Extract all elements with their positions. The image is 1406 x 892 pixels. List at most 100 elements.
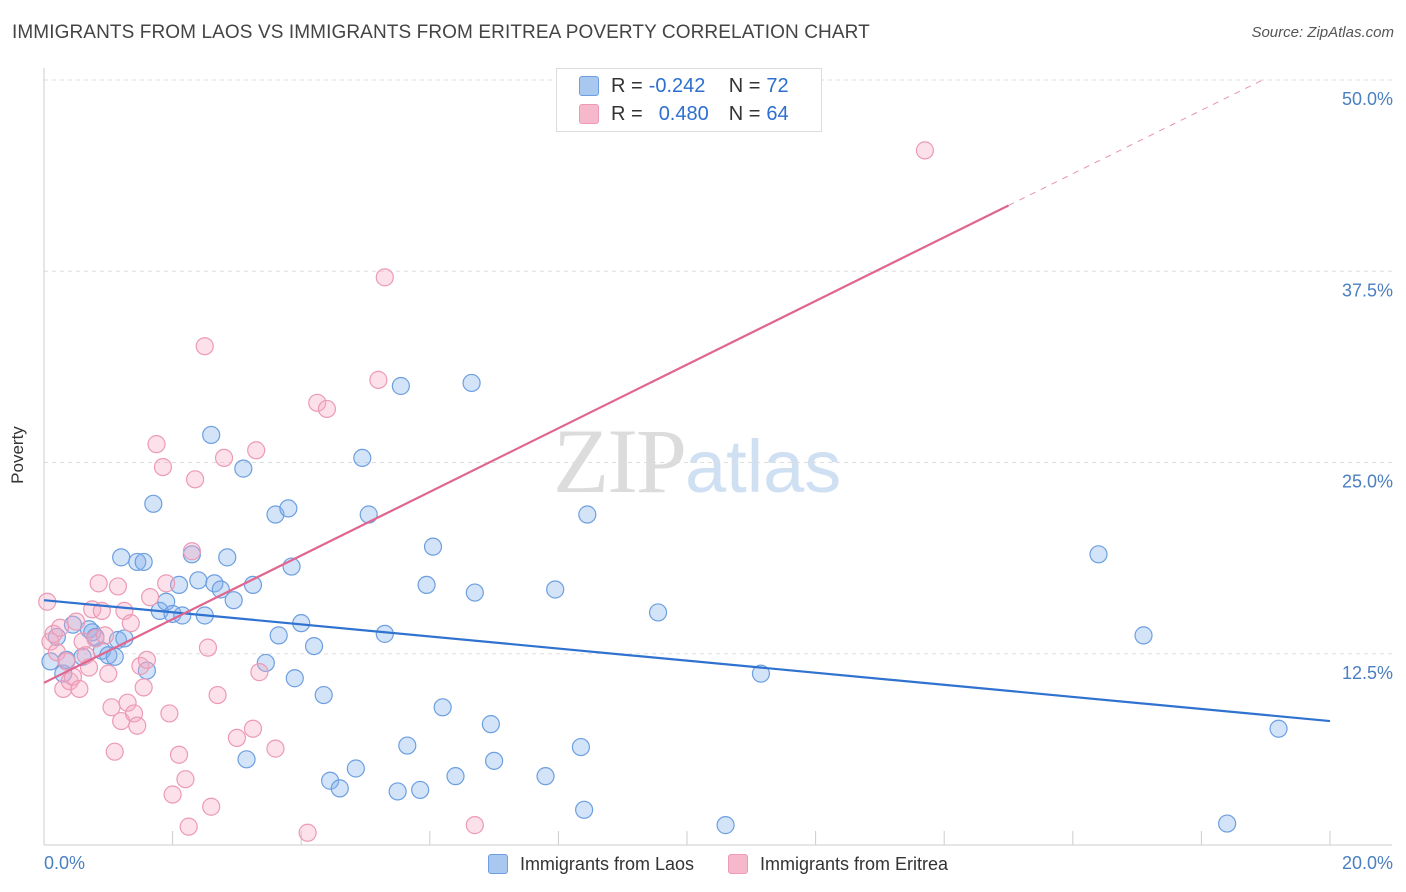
data-point-eritrea xyxy=(160,704,179,723)
data-point-laos xyxy=(321,771,340,790)
data-point-eritrea xyxy=(250,663,269,682)
data-point-laos xyxy=(536,767,555,786)
legend-label-laos: Immigrants from Laos xyxy=(519,853,694,874)
source-credit: Source: ZipAtlas.com xyxy=(1251,24,1394,41)
data-point-eritrea xyxy=(105,742,124,761)
data-point-laos xyxy=(465,583,484,602)
data-point-laos xyxy=(224,591,243,610)
data-point-laos xyxy=(417,575,436,595)
data-point-eritrea xyxy=(163,785,182,804)
data-point-eritrea xyxy=(198,638,218,657)
legend-row-eritrea: R = 0.480 N = 64 xyxy=(579,101,789,127)
x-tick-label: 20.0% xyxy=(1342,853,1393,873)
data-point-laos xyxy=(485,751,504,770)
data-point-eritrea xyxy=(915,141,935,160)
data-point-laos xyxy=(398,736,417,755)
data-point-eritrea xyxy=(266,739,285,758)
data-point-laos xyxy=(648,603,668,622)
legend-r-label: R = xyxy=(611,102,643,125)
x-tick-label: 0.0% xyxy=(44,853,85,873)
data-point-laos xyxy=(237,750,256,769)
data-point-eritrea xyxy=(308,393,327,412)
data-point-eritrea xyxy=(375,268,394,287)
grid-lines xyxy=(44,79,1392,655)
trend-lines xyxy=(43,78,1331,723)
data-point-laos xyxy=(115,629,134,648)
data-point-laos xyxy=(571,737,591,757)
data-point-eritrea xyxy=(99,664,118,683)
data-point-laos xyxy=(189,571,208,590)
axes xyxy=(43,68,1392,846)
data-point-laos xyxy=(353,448,372,468)
correlation-legend: R = -0.242 N = 72 R = 0.480 N = 64 xyxy=(556,68,822,132)
data-point-eritrea xyxy=(369,370,388,389)
legend-r-value: -0.242 xyxy=(648,74,706,97)
data-point-eritrea xyxy=(95,626,115,645)
data-point-eritrea xyxy=(89,574,108,593)
data-point-eritrea xyxy=(182,542,201,561)
data-point-eritrea xyxy=(317,399,337,419)
y-tick-label: 50.0% xyxy=(1342,89,1393,109)
data-point-eritrea xyxy=(227,728,246,748)
data-point-laos xyxy=(411,780,430,800)
series-laos-points xyxy=(41,373,1288,835)
data-point-laos xyxy=(330,779,349,798)
watermark-zip: ZIP xyxy=(553,410,687,512)
data-point-eritrea xyxy=(70,679,89,699)
data-point-eritrea xyxy=(169,745,189,764)
trend-line-laos xyxy=(43,599,1331,723)
legend-item-eritrea: Immigrants from Eritrea xyxy=(728,851,948,877)
data-point-laos xyxy=(234,459,253,478)
y-tick-label: 25.0% xyxy=(1342,472,1393,492)
data-point-laos xyxy=(446,767,465,786)
data-point-laos xyxy=(134,552,153,572)
data-point-laos xyxy=(546,580,565,599)
data-point-laos xyxy=(575,800,594,819)
data-point-laos xyxy=(256,653,275,673)
legend-swatch-eritrea xyxy=(579,104,599,124)
data-point-laos xyxy=(1269,719,1288,738)
data-point-eritrea xyxy=(134,678,153,697)
data-point-eritrea xyxy=(179,817,198,836)
data-point-laos xyxy=(269,626,288,645)
data-point-laos xyxy=(112,548,131,567)
data-point-laos xyxy=(462,373,481,393)
data-point-laos xyxy=(279,499,298,518)
data-point-laos xyxy=(285,669,304,688)
data-point-laos xyxy=(144,494,163,513)
legend-swatch-laos xyxy=(487,854,508,874)
legend-r-value: 0.480 xyxy=(658,102,709,125)
data-point-eritrea xyxy=(214,448,234,468)
data-point-eritrea xyxy=(67,612,86,631)
data-point-laos xyxy=(346,759,365,778)
data-point-eritrea xyxy=(118,693,137,712)
legend-item-laos: Immigrants from Laos xyxy=(487,851,694,877)
data-point-laos xyxy=(388,782,407,801)
data-point-eritrea xyxy=(153,457,173,477)
data-point-eritrea xyxy=(47,643,66,662)
data-point-eritrea xyxy=(157,574,176,593)
series-legend: Immigrants from Laos Immigrants from Eri… xyxy=(0,851,1406,877)
y-tick-label: 12.5% xyxy=(1342,663,1393,683)
data-point-eritrea xyxy=(247,441,266,460)
data-point-eritrea xyxy=(121,614,140,633)
legend-n-label: N = xyxy=(728,74,761,97)
data-point-laos xyxy=(304,636,324,656)
chart-title: IMMIGRANTS FROM LAOS VS IMMIGRANTS FROM … xyxy=(12,22,870,43)
watermark-atlas: atlas xyxy=(685,425,842,508)
data-point-laos xyxy=(128,552,147,572)
data-point-laos xyxy=(751,664,771,683)
data-point-laos xyxy=(433,698,452,717)
data-point-laos xyxy=(1089,545,1108,564)
series-eritrea-points xyxy=(38,141,935,842)
data-point-eritrea xyxy=(137,650,156,669)
data-point-eritrea xyxy=(465,816,484,835)
legend-n-value: 72 xyxy=(766,74,789,97)
trend-line-eritrea-extension xyxy=(1008,78,1266,206)
data-point-laos xyxy=(218,548,237,567)
data-point-laos xyxy=(391,376,410,396)
data-point-laos xyxy=(314,685,333,705)
data-point-eritrea xyxy=(298,823,317,842)
data-point-eritrea xyxy=(208,685,227,705)
